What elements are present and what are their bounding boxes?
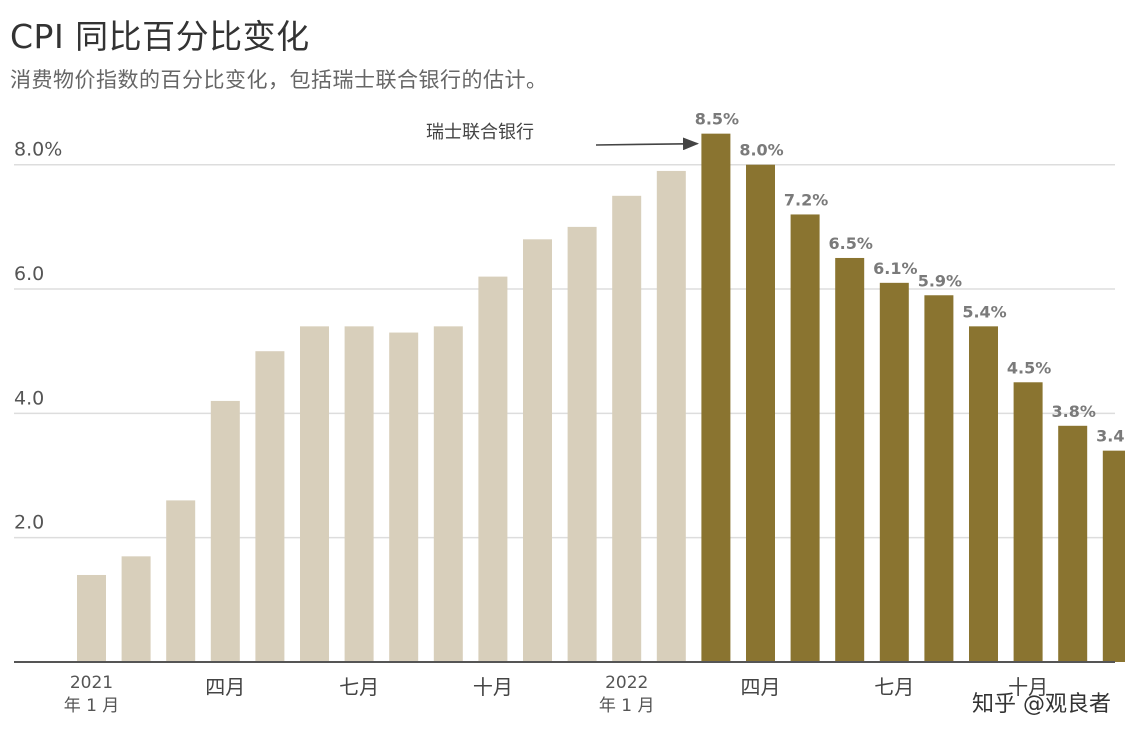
bar bbox=[389, 332, 419, 662]
bar bbox=[701, 133, 731, 663]
y-tick-label: 2.0 bbox=[14, 512, 44, 534]
bar bbox=[612, 195, 642, 662]
x-tick-label: 2021 bbox=[70, 673, 113, 693]
x-tick-label: 十月 bbox=[473, 675, 513, 699]
x-tick-label: 十月 bbox=[1008, 675, 1048, 699]
data-label: 5.9% bbox=[918, 271, 962, 290]
bar bbox=[1058, 425, 1088, 662]
x-tick-label: 七月 bbox=[874, 675, 914, 699]
bar bbox=[77, 574, 106, 662]
data-label: 6.1% bbox=[873, 259, 917, 278]
bar bbox=[790, 214, 820, 663]
data-labels: 8.5%8.0% 7.2% 6.5%6.1%5.9%5.4% 4.5% 3.8%3.4% bbox=[695, 110, 1125, 446]
data-label: 6.5% bbox=[829, 234, 873, 253]
annotation-label: 瑞士联合银行 bbox=[426, 122, 534, 143]
bar bbox=[121, 556, 151, 662]
bar bbox=[567, 226, 597, 663]
data-label: 8.5% bbox=[695, 110, 739, 129]
data-label: 7.2% bbox=[784, 190, 828, 209]
chart-subtitle: 消费物价指数的百分比变化，包括瑞士联合银行的估计。 bbox=[10, 68, 548, 92]
x-tick-label: 年 1 月 bbox=[599, 696, 655, 716]
bars bbox=[77, 133, 1125, 663]
watermark: 知乎 @观良者 bbox=[972, 692, 1111, 717]
bar bbox=[166, 500, 196, 662]
bar bbox=[433, 326, 463, 662]
bar bbox=[835, 257, 865, 662]
data-label: 4.5% bbox=[1007, 358, 1051, 377]
x-tick-label: 年 1 月 bbox=[64, 696, 120, 716]
chart-title: CPI 同比百分比变化 bbox=[10, 17, 310, 56]
y-tick-label: 8.0% bbox=[14, 139, 62, 161]
bar bbox=[1102, 450, 1125, 662]
x-tick-label: 四月 bbox=[205, 675, 245, 699]
bar bbox=[344, 326, 374, 662]
bar bbox=[523, 239, 552, 662]
x-tick-label: 四月 bbox=[741, 675, 781, 699]
annotation-arrow bbox=[595, 137, 699, 151]
y-tick-label: 6.0 bbox=[14, 263, 44, 285]
bar bbox=[300, 326, 329, 662]
bar bbox=[746, 164, 775, 662]
bar bbox=[478, 276, 508, 662]
x-tick-label: 2022 bbox=[605, 673, 648, 693]
y-tick-label: 4.0 bbox=[14, 387, 44, 409]
data-label: 3.4% bbox=[1096, 427, 1125, 446]
annotation: 瑞士联合银行 bbox=[426, 122, 699, 151]
data-label: 5.4% bbox=[962, 302, 1006, 321]
data-label: 8.0% bbox=[739, 141, 783, 160]
bar bbox=[969, 326, 998, 662]
bar bbox=[879, 282, 909, 662]
bar bbox=[255, 351, 285, 662]
bar bbox=[924, 295, 954, 662]
axes: 2.0 4.0 6.0 8.0% 2021 年 1 月 四月 七月 十月 2022 年 1 月 四月 七… bbox=[14, 139, 1115, 716]
bar bbox=[656, 170, 686, 662]
bar bbox=[1013, 382, 1043, 662]
bar bbox=[210, 400, 240, 662]
data-label: 3.8% bbox=[1052, 402, 1096, 421]
x-tick-label: 七月 bbox=[339, 675, 379, 699]
